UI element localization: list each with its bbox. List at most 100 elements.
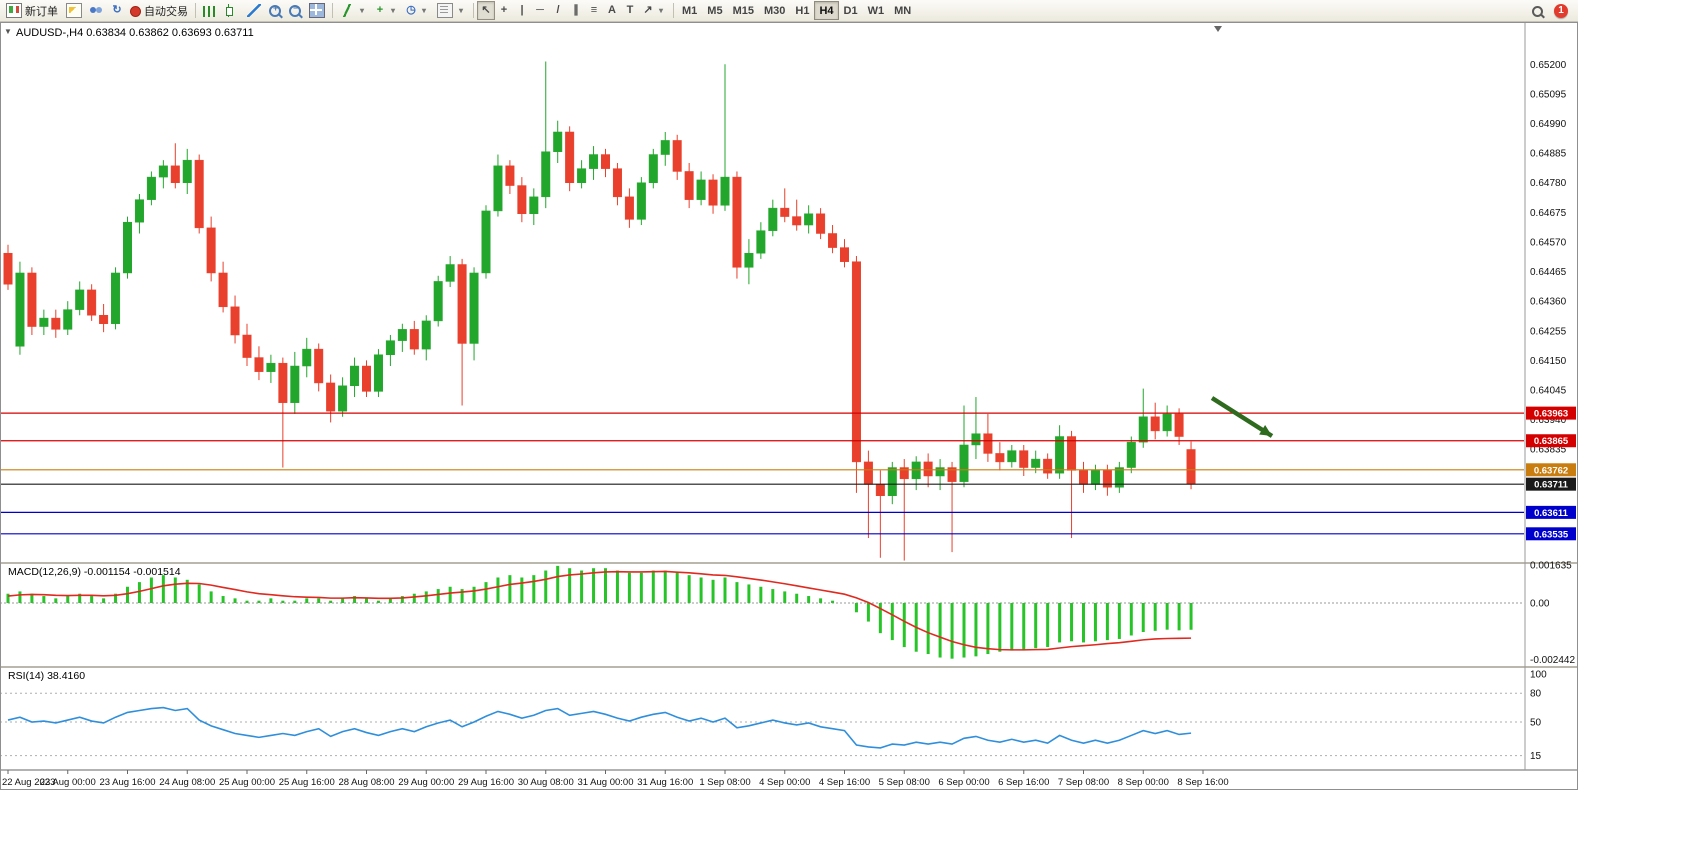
candle [469, 267, 479, 361]
price-tag[interactable]: 0.63611 [1526, 505, 1576, 519]
candle [51, 309, 61, 338]
candle [63, 301, 73, 336]
zoom-in-button[interactable]: + [265, 1, 285, 20]
candle [840, 239, 849, 268]
refresh-icon: ↻ [112, 4, 122, 16]
arrow-annotation[interactable] [1210, 396, 1274, 438]
arrows-tool-button[interactable]: ↗ ▾ [639, 1, 670, 20]
candle [601, 148, 610, 178]
candle [87, 284, 97, 321]
notification-badge[interactable]: 1 [1554, 3, 1568, 18]
candle [983, 413, 993, 462]
timeframe-w1-button[interactable]: W1 [863, 1, 890, 20]
candle [1055, 425, 1065, 479]
refresh-button[interactable]: ↻ [108, 1, 126, 20]
crosshair-tool-button[interactable]: + [495, 1, 513, 20]
price-chart[interactable]: 0.65200 0.65095 0.64990 0.64885 0.64780 0.646… [0, 22, 1578, 790]
periods-button[interactable]: ◷ ▾ [402, 1, 433, 20]
cursor-tool-button[interactable]: ↖ [477, 1, 495, 20]
chart-menu-button[interactable]: ▼ [4, 27, 12, 36]
vertical-line-tool-button[interactable]: | [513, 1, 531, 20]
time-axis-label: 6 Sep 16:00 [998, 777, 1049, 788]
templates-icon [437, 3, 453, 18]
candle [529, 188, 539, 226]
candle [421, 315, 431, 361]
chart-shift-marker[interactable] [1214, 26, 1222, 32]
candle [1090, 464, 1100, 491]
rsi-axis-label: 15 [1530, 751, 1542, 762]
timeframe-m15-button[interactable]: M15 [728, 1, 759, 20]
bar-chart-button[interactable] [199, 1, 221, 20]
horizontal-line-tool-button[interactable]: ─ [531, 1, 549, 20]
timeframe-d1-button[interactable]: D1 [839, 1, 863, 20]
rsi-axis-label: 80 [1530, 689, 1542, 700]
price-axis-label: 0.64885 [1530, 149, 1567, 160]
timeframe-h1-button[interactable]: H1 [790, 1, 814, 20]
time-axis-label: 1 Sep 08:00 [699, 777, 750, 788]
channel-tool-button[interactable]: ∥ [567, 1, 585, 20]
candle [314, 343, 324, 392]
time-axis-label: 5 Sep 08:00 [879, 777, 930, 788]
price-tag[interactable]: 0.63711 [1526, 477, 1576, 491]
price-tag-label: 0.63762 [1534, 465, 1568, 476]
candle [230, 295, 240, 344]
time-axis-label: 25 Aug 00:00 [219, 777, 275, 788]
toolbar: 新订单 ↻ 自动交易 + − ▾ + ▾ ◷ [0, 0, 1578, 22]
trendline-icon: / [556, 4, 560, 16]
fibonacci-tool-button[interactable]: ≡ [585, 1, 603, 20]
search-icon [1532, 5, 1543, 17]
candle [481, 205, 491, 279]
timeframe-h4-button[interactable]: H4 [814, 1, 839, 20]
toolbar-separator [473, 3, 474, 18]
timeframe-m30-button[interactable]: M30 [759, 1, 790, 20]
new-order-button[interactable]: 新订单 [2, 1, 62, 20]
timeframe-m1-button[interactable]: M1 [677, 1, 702, 20]
horizontal-line-icon: ─ [536, 4, 544, 16]
line-chart-button[interactable] [243, 1, 265, 20]
indicators-button[interactable]: ▾ [336, 1, 371, 20]
candlestick-chart-button[interactable] [221, 1, 243, 20]
crosshair-icon: + [500, 4, 508, 16]
macd-axis-label: -0.002442 [1530, 655, 1575, 666]
price-tag-label: 0.63963 [1534, 409, 1568, 420]
add-indicator-icon: + [376, 4, 384, 16]
candle [146, 171, 156, 206]
time-axis-label: 23 Aug 00:00 [40, 777, 96, 788]
price-tag[interactable]: 0.63762 [1526, 463, 1576, 477]
candle [648, 148, 658, 189]
price-tag[interactable]: 0.63535 [1526, 527, 1576, 541]
price-tag[interactable]: 0.63963 [1526, 406, 1576, 420]
price-axis-label: 0.64675 [1530, 208, 1567, 219]
autotrading-button[interactable]: 自动交易 [126, 1, 192, 20]
zoom-out-button[interactable]: − [285, 1, 305, 20]
candle [624, 188, 634, 228]
time-axis-label: 23 Aug 16:00 [100, 777, 156, 788]
label-tool-button[interactable]: T [621, 1, 639, 20]
indicators-icon [340, 4, 354, 17]
add-indicator-button[interactable]: + ▾ [371, 1, 402, 20]
new-chart-button[interactable] [62, 1, 86, 20]
candle [99, 303, 109, 333]
candle [684, 162, 694, 209]
new-order-label: 新订单 [25, 5, 58, 18]
time-axis-label: 24 Aug 08:00 [159, 777, 215, 788]
tile-windows-button[interactable] [305, 1, 329, 20]
time-axis-label: 22 Aug 2023 [2, 777, 55, 788]
timeframe-mn-button[interactable]: MN [889, 1, 916, 20]
price-tag[interactable]: 0.63865 [1526, 434, 1576, 448]
candle [1019, 444, 1029, 476]
chevron-down-icon: ▾ [359, 6, 364, 15]
vertical-line-icon: | [520, 4, 524, 16]
timeframe-m5-button[interactable]: M5 [702, 1, 727, 20]
candle [505, 160, 515, 195]
text-tool-button[interactable]: A [603, 1, 621, 20]
profiles-button[interactable] [86, 1, 108, 20]
trendline-tool-button[interactable]: / [549, 1, 567, 20]
templates-button[interactable]: ▾ [433, 1, 470, 20]
search-button[interactable] [1528, 1, 1547, 20]
candle [1174, 408, 1184, 445]
chevron-down-icon: ▾ [458, 6, 463, 15]
candle [326, 374, 336, 423]
candle [1162, 405, 1172, 437]
candle [875, 470, 885, 558]
